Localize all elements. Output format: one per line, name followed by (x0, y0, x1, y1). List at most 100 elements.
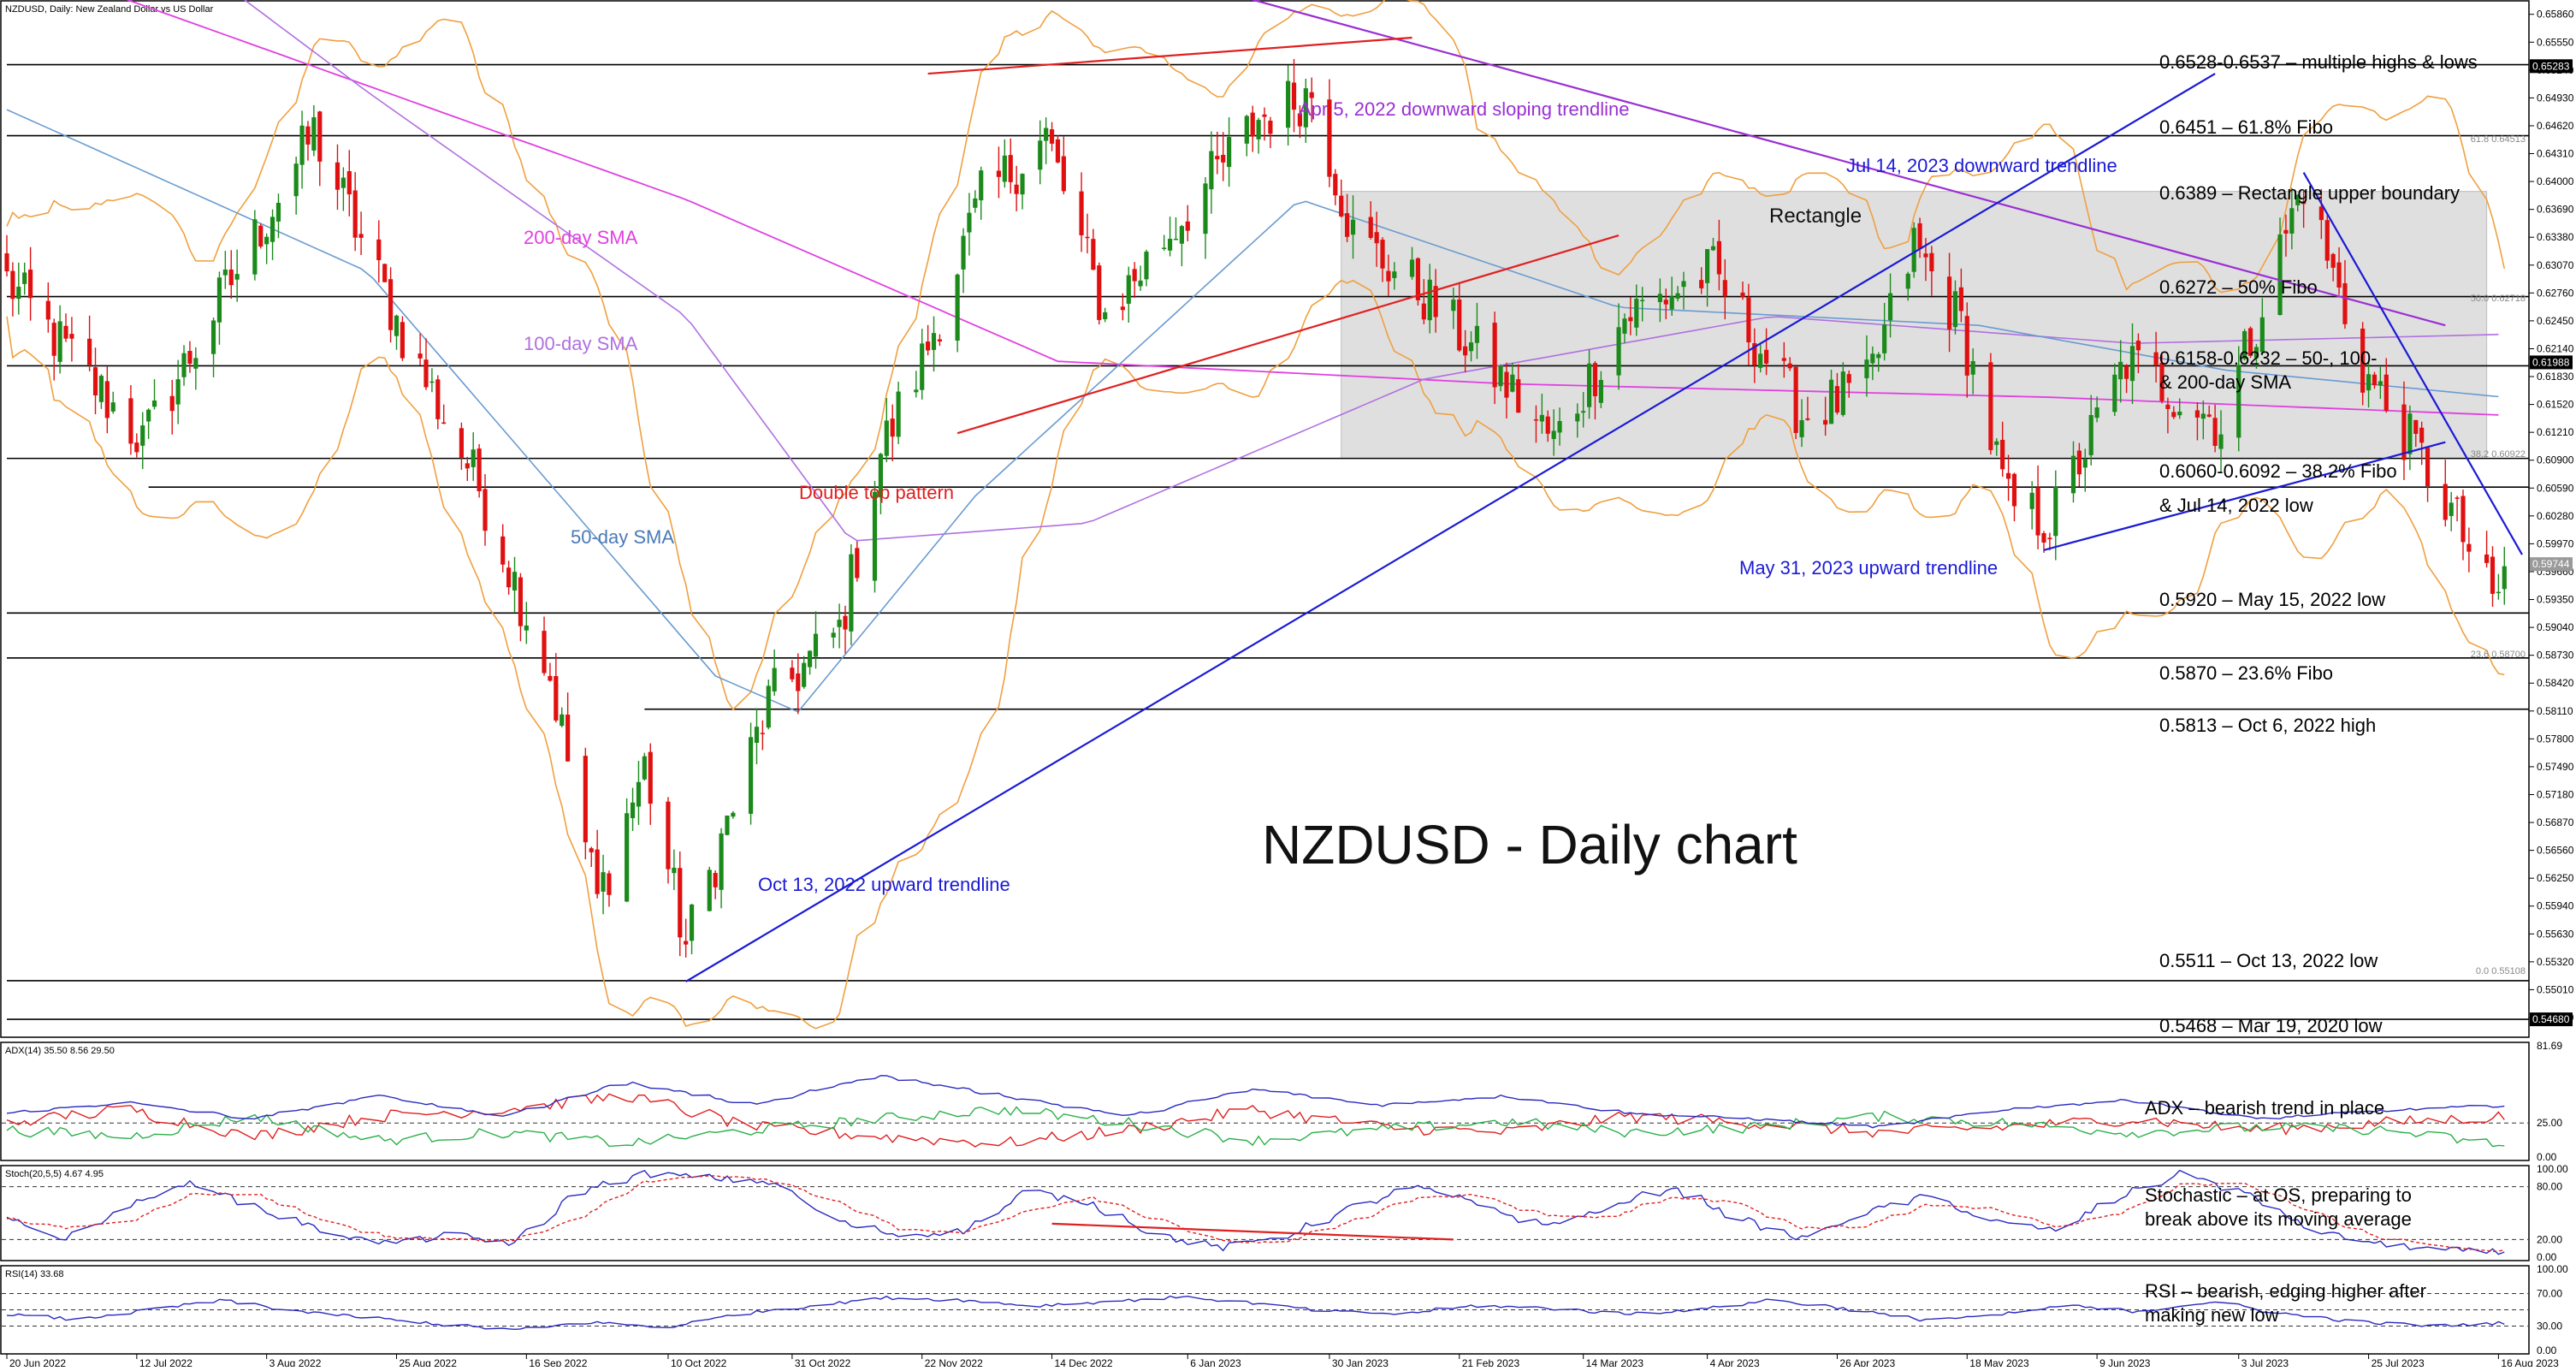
stoch-main-line (6, 1169, 2505, 1255)
comment-line-2: & 200-day SMA (2159, 371, 2291, 393)
candle-body (2259, 317, 2265, 353)
candle-body (1451, 300, 1456, 312)
candle (2384, 358, 2389, 413)
candle-body (1250, 112, 1255, 137)
candle (1474, 302, 1480, 359)
candle (1049, 122, 1055, 151)
candle (128, 384, 133, 455)
rsi-comment: RSI – bearish, edging higher after makin… (2145, 1280, 2431, 1326)
candle-body (92, 367, 98, 396)
candle-body (63, 325, 68, 339)
x-tick-label: 22 Nov 2022 (925, 1357, 983, 1367)
candle-body (2029, 492, 2034, 509)
fibo-500-tag: 50.0 0.62718 (2471, 294, 2526, 304)
candle-body (790, 668, 795, 680)
candle (678, 851, 683, 957)
candle-body (1946, 276, 1952, 329)
candle-body (140, 425, 145, 446)
candle (837, 603, 842, 649)
candle-body (1244, 116, 1249, 144)
candle-body (1120, 306, 1125, 311)
candle-body (1533, 418, 1539, 421)
candle-body (341, 177, 346, 188)
candle-body (2378, 381, 2383, 386)
candle-body (2041, 533, 2046, 543)
candle-body (2035, 487, 2040, 536)
candle (1297, 105, 1303, 139)
candle (51, 318, 56, 381)
price-badge: 0.54680 (2530, 1012, 2573, 1027)
candle-body (2407, 413, 2413, 454)
candle (542, 616, 547, 676)
candle-body (2212, 418, 2218, 446)
candle (766, 680, 771, 730)
candle (2082, 448, 2087, 492)
candle (400, 316, 405, 361)
candle (967, 193, 972, 256)
candle-body (1303, 88, 1308, 128)
candle (1014, 165, 1019, 211)
candle (607, 870, 612, 907)
y-tick-label: 0.63690 (2537, 204, 2574, 216)
apr5-trendline-label: Apr 5, 2022 downward sloping trendline (1299, 98, 1629, 120)
candle (1516, 364, 1521, 413)
candle-body (1551, 430, 1556, 439)
candle-body (1209, 151, 1214, 190)
candle (813, 611, 819, 669)
candle (601, 854, 606, 915)
candle (2253, 343, 2259, 369)
candle (2466, 527, 2472, 573)
candle-body (1008, 155, 1013, 182)
candle (1091, 228, 1096, 270)
candle (672, 849, 677, 890)
candle (352, 172, 358, 252)
candle (1834, 372, 1840, 415)
candle-body (2218, 434, 2224, 449)
candle-body (920, 343, 925, 390)
candle-body (837, 620, 842, 627)
comment-line-2: making new low (2145, 1304, 2279, 1326)
candle (1008, 138, 1013, 194)
candle-body (1882, 324, 1887, 353)
candle (2053, 470, 2058, 561)
candle-body (890, 418, 895, 437)
x-tick-label: 21 Feb 2023 (1462, 1357, 1520, 1367)
trendline-2 (2302, 172, 2523, 555)
candle-body (878, 454, 884, 498)
price-badge: 0.59744 (2530, 557, 2573, 572)
candle (684, 918, 689, 958)
candle (802, 656, 807, 689)
candle (1640, 287, 1645, 322)
candle (1162, 234, 1167, 251)
candle-body (2236, 365, 2241, 438)
candle-body (1350, 219, 1356, 235)
price-badge: 0.61988 (2530, 355, 2573, 370)
candle-body (1409, 259, 1415, 277)
candle (707, 866, 712, 911)
candle (376, 220, 382, 283)
candle (2461, 490, 2466, 561)
candle-body (2466, 543, 2472, 552)
candle-body (1923, 253, 1928, 258)
candle-body (28, 270, 33, 299)
candle (855, 541, 860, 582)
candle (1876, 352, 1881, 372)
y-tick-label: 0.64000 (2537, 175, 2574, 187)
y-tick-label: 0.64310 (2537, 148, 2574, 160)
candle-body (1492, 323, 1497, 388)
candle (1864, 335, 1869, 397)
candle (2011, 472, 2017, 522)
candle-body (855, 548, 860, 579)
candle (1427, 264, 1432, 334)
trendline-0 (1249, 0, 2446, 327)
candle (382, 264, 388, 282)
candle (1628, 297, 1633, 335)
candle (1457, 282, 1462, 353)
candle (2212, 404, 2218, 453)
candle (2005, 454, 2011, 502)
level-label-5511: 0.5511 – Oct 13, 2022 low (2159, 950, 2378, 971)
candle-body (1952, 291, 1958, 328)
candle (554, 653, 559, 723)
fibo-000-tag: 0.0 0.55108 (2476, 966, 2526, 976)
candle-body (1144, 251, 1149, 280)
